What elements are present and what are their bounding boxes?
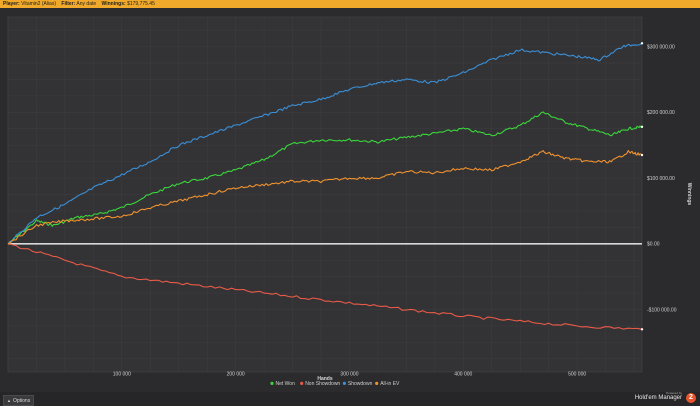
series-line xyxy=(7,42,643,245)
y-tick-label: $0.00 xyxy=(647,242,660,248)
legend-item[interactable]: Net Won xyxy=(276,381,296,387)
options-button[interactable]: ▲ Options xyxy=(3,395,35,406)
filter-bar: Player: Vitamin2 (Alias) Filter: Any dat… xyxy=(0,0,700,8)
series-end-marker xyxy=(640,328,644,331)
brand-name: Hold'em Manager xyxy=(634,395,682,401)
y-tick-label: -$100 000.00 xyxy=(647,307,677,313)
winnings-label: Winnings: xyxy=(101,1,126,7)
series-end-marker xyxy=(640,125,644,128)
brand-powered-text: Powered by xyxy=(666,391,682,395)
player-value[interactable]: Vitamin2 (Alias) xyxy=(21,1,56,7)
x-tick-label: 400 000 xyxy=(454,372,472,378)
series-line xyxy=(7,111,643,245)
y-tick-label: $300 000.00 xyxy=(647,44,675,50)
legend-swatch xyxy=(270,381,274,385)
y-axis-label: Winnings xyxy=(686,183,692,206)
x-tick-label: 300 000 xyxy=(340,372,358,378)
bottom-toolbar xyxy=(0,392,700,406)
series-end-marker xyxy=(640,153,644,157)
x-tick-label: 500 000 xyxy=(568,372,586,378)
legend: Net Won Non Showdown Showdown All-in EV xyxy=(270,381,400,387)
legend-item[interactable]: Showdown xyxy=(348,381,373,387)
series-line xyxy=(7,149,643,245)
legend-item[interactable]: Non Showdown xyxy=(305,381,340,387)
y-tick-label: $100 000.00 xyxy=(647,176,675,182)
triangle-up-icon: ▲ xyxy=(7,398,11,403)
legend-swatch xyxy=(300,381,304,385)
winnings-value: $179,775.45 xyxy=(127,1,155,7)
series-layer xyxy=(7,42,644,331)
series-end-marker xyxy=(640,42,644,45)
series-line xyxy=(7,243,643,330)
player-label: Player: xyxy=(3,1,20,7)
filter-label: Filter: xyxy=(61,1,76,7)
x-tick-label: 100 000 xyxy=(113,372,131,378)
filter-value[interactable]: Any date xyxy=(76,1,97,7)
x-axis-label: Hands xyxy=(317,376,333,382)
y-tick-label: $200 000.00 xyxy=(647,110,675,116)
winnings-chart: 100 000 200 000 300 000 400 000 500 000 $300 … xyxy=(7,16,692,387)
x-tick-label: 200 000 xyxy=(227,372,245,378)
brand-badge-icon: 2 xyxy=(686,393,696,403)
legend-item[interactable]: All-in EV xyxy=(380,381,400,387)
legend-swatch xyxy=(375,381,379,385)
tick-layer: 100 000 200 000 300 000 400 000 500 000 $300 … xyxy=(113,44,677,377)
options-label: Options xyxy=(12,398,31,404)
legend-swatch xyxy=(342,381,346,385)
